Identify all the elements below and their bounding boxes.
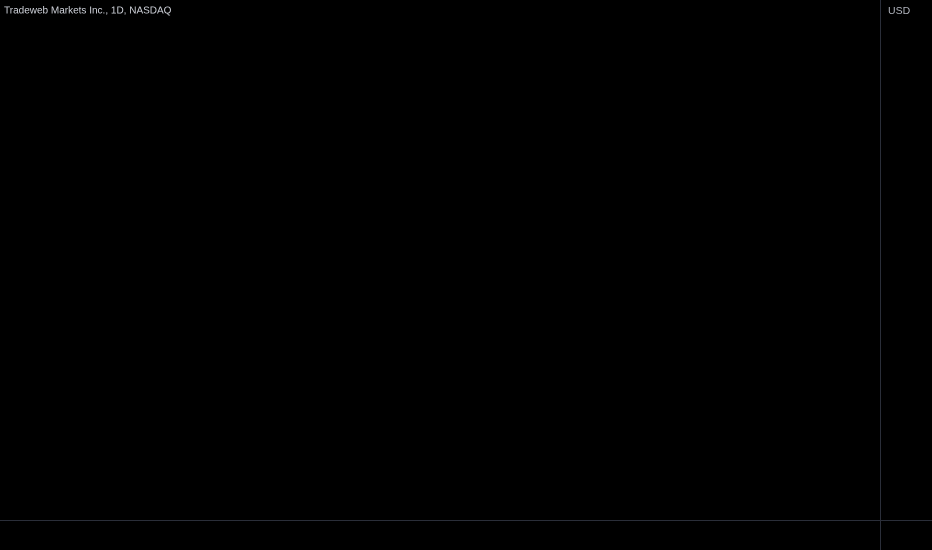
symbol-title: Tradeweb Markets Inc., 1D, NASDAQ: [4, 6, 172, 17]
currency: USD: [888, 5, 911, 17]
